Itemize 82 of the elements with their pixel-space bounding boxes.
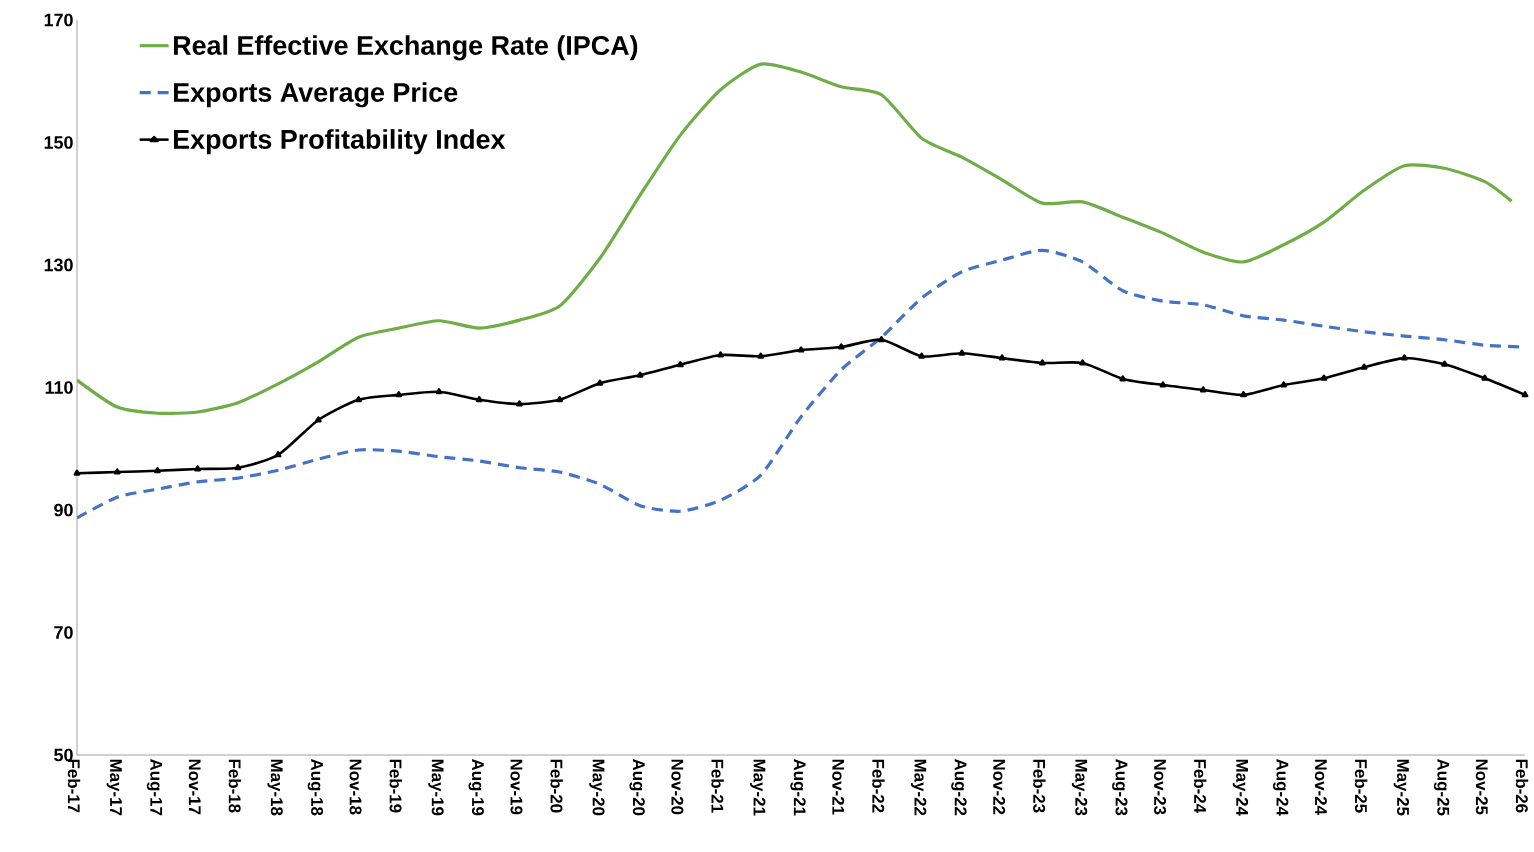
x-tick-label: Aug-21 bbox=[790, 758, 806, 816]
point bbox=[274, 451, 282, 458]
point bbox=[636, 371, 644, 378]
x-tick-label: Aug-23 bbox=[1112, 758, 1128, 816]
y-tick-label: 150 bbox=[44, 136, 73, 149]
x-tick-label: Aug-22 bbox=[951, 758, 967, 816]
point bbox=[837, 343, 845, 350]
x-tick-label: Feb-23 bbox=[1033, 759, 1046, 813]
point bbox=[676, 361, 684, 368]
x-tick-label: Nov-24 bbox=[1314, 759, 1327, 815]
x-tick-label: May-21 bbox=[750, 759, 766, 816]
point bbox=[475, 396, 483, 403]
x-tick-label: Feb-26 bbox=[1515, 759, 1529, 813]
x-tick-label: May-18 bbox=[267, 759, 283, 816]
x-tick-label: May-25 bbox=[1393, 759, 1410, 816]
point bbox=[878, 336, 885, 343]
y-tick-label: 110 bbox=[45, 381, 73, 394]
x-tick-label: Nov-18 bbox=[349, 759, 362, 815]
point bbox=[998, 354, 1006, 361]
x-tick-label: May-19 bbox=[428, 759, 444, 816]
point bbox=[435, 388, 443, 395]
x-tick-label: May-23 bbox=[1071, 759, 1088, 816]
x-tick-label: May-24 bbox=[1232, 759, 1249, 816]
x-tick-label: Feb-22 bbox=[872, 759, 885, 813]
x-tick-label: Aug-19 bbox=[468, 758, 484, 816]
point bbox=[1199, 386, 1207, 393]
x-tick-label: Feb-19 bbox=[389, 759, 402, 813]
x-tick-label: Nov-21 bbox=[832, 759, 845, 815]
point bbox=[1280, 381, 1288, 388]
point bbox=[1038, 359, 1046, 366]
point bbox=[314, 416, 322, 423]
x-tick-label: Nov-23 bbox=[1154, 759, 1167, 815]
point bbox=[234, 464, 242, 471]
x-tick-label: May-22 bbox=[911, 759, 927, 816]
point bbox=[113, 468, 121, 475]
x-tick-label: Nov-17 bbox=[188, 759, 201, 815]
x-tick-label: Aug-18 bbox=[307, 758, 324, 816]
point bbox=[1481, 374, 1489, 381]
y-tick-label: 170 bbox=[44, 13, 73, 27]
x-tick-label: Nov-22 bbox=[993, 759, 1006, 815]
point bbox=[1079, 359, 1086, 366]
point bbox=[757, 352, 765, 359]
x-tick-label: Aug-25 bbox=[1433, 758, 1450, 816]
point bbox=[918, 352, 926, 359]
x-tick-label: Nov-20 bbox=[671, 759, 684, 815]
point bbox=[1159, 381, 1167, 388]
x-tick-label: Feb-25 bbox=[1354, 759, 1368, 813]
y-tick-label: 130 bbox=[44, 258, 73, 272]
point bbox=[1400, 354, 1408, 361]
legend-label: Exports Average Price bbox=[173, 82, 458, 108]
legend-label: Real Effective Exchange Rate (IPCA) bbox=[173, 35, 638, 61]
point bbox=[797, 346, 805, 353]
line-series bbox=[77, 62, 1514, 415]
y-tick-label: 90 bbox=[54, 503, 73, 517]
y-tick-label: 70 bbox=[54, 626, 73, 639]
point bbox=[1441, 360, 1448, 367]
x-tick-label: Feb-18 bbox=[228, 759, 242, 813]
point bbox=[1360, 363, 1368, 370]
x-tick-label: May-17 bbox=[106, 759, 122, 816]
point bbox=[1320, 374, 1328, 381]
x-tick-label: Aug-20 bbox=[629, 758, 645, 816]
x-tick-label: Feb-24 bbox=[1194, 759, 1207, 814]
point bbox=[355, 396, 362, 403]
x-tick-label: Aug-24 bbox=[1272, 758, 1289, 816]
point bbox=[1119, 375, 1127, 382]
point bbox=[194, 465, 202, 472]
legend-label: Exports Profitability Index bbox=[173, 129, 506, 155]
x-tick-label: Aug-17 bbox=[146, 758, 163, 816]
point bbox=[154, 467, 161, 474]
point bbox=[556, 396, 564, 403]
x-tick-label: May-20 bbox=[589, 759, 605, 816]
point bbox=[1521, 391, 1529, 398]
x-tick-label: Nov-25 bbox=[1475, 759, 1488, 815]
point bbox=[1240, 391, 1247, 398]
x-tick-label: Feb-21 bbox=[711, 759, 724, 813]
point bbox=[516, 400, 523, 407]
point bbox=[958, 349, 966, 356]
point bbox=[596, 379, 604, 386]
point bbox=[717, 351, 724, 358]
x-tick-label: Feb-20 bbox=[550, 759, 563, 813]
x-tick-label: Nov-19 bbox=[510, 759, 523, 815]
point bbox=[395, 391, 403, 398]
